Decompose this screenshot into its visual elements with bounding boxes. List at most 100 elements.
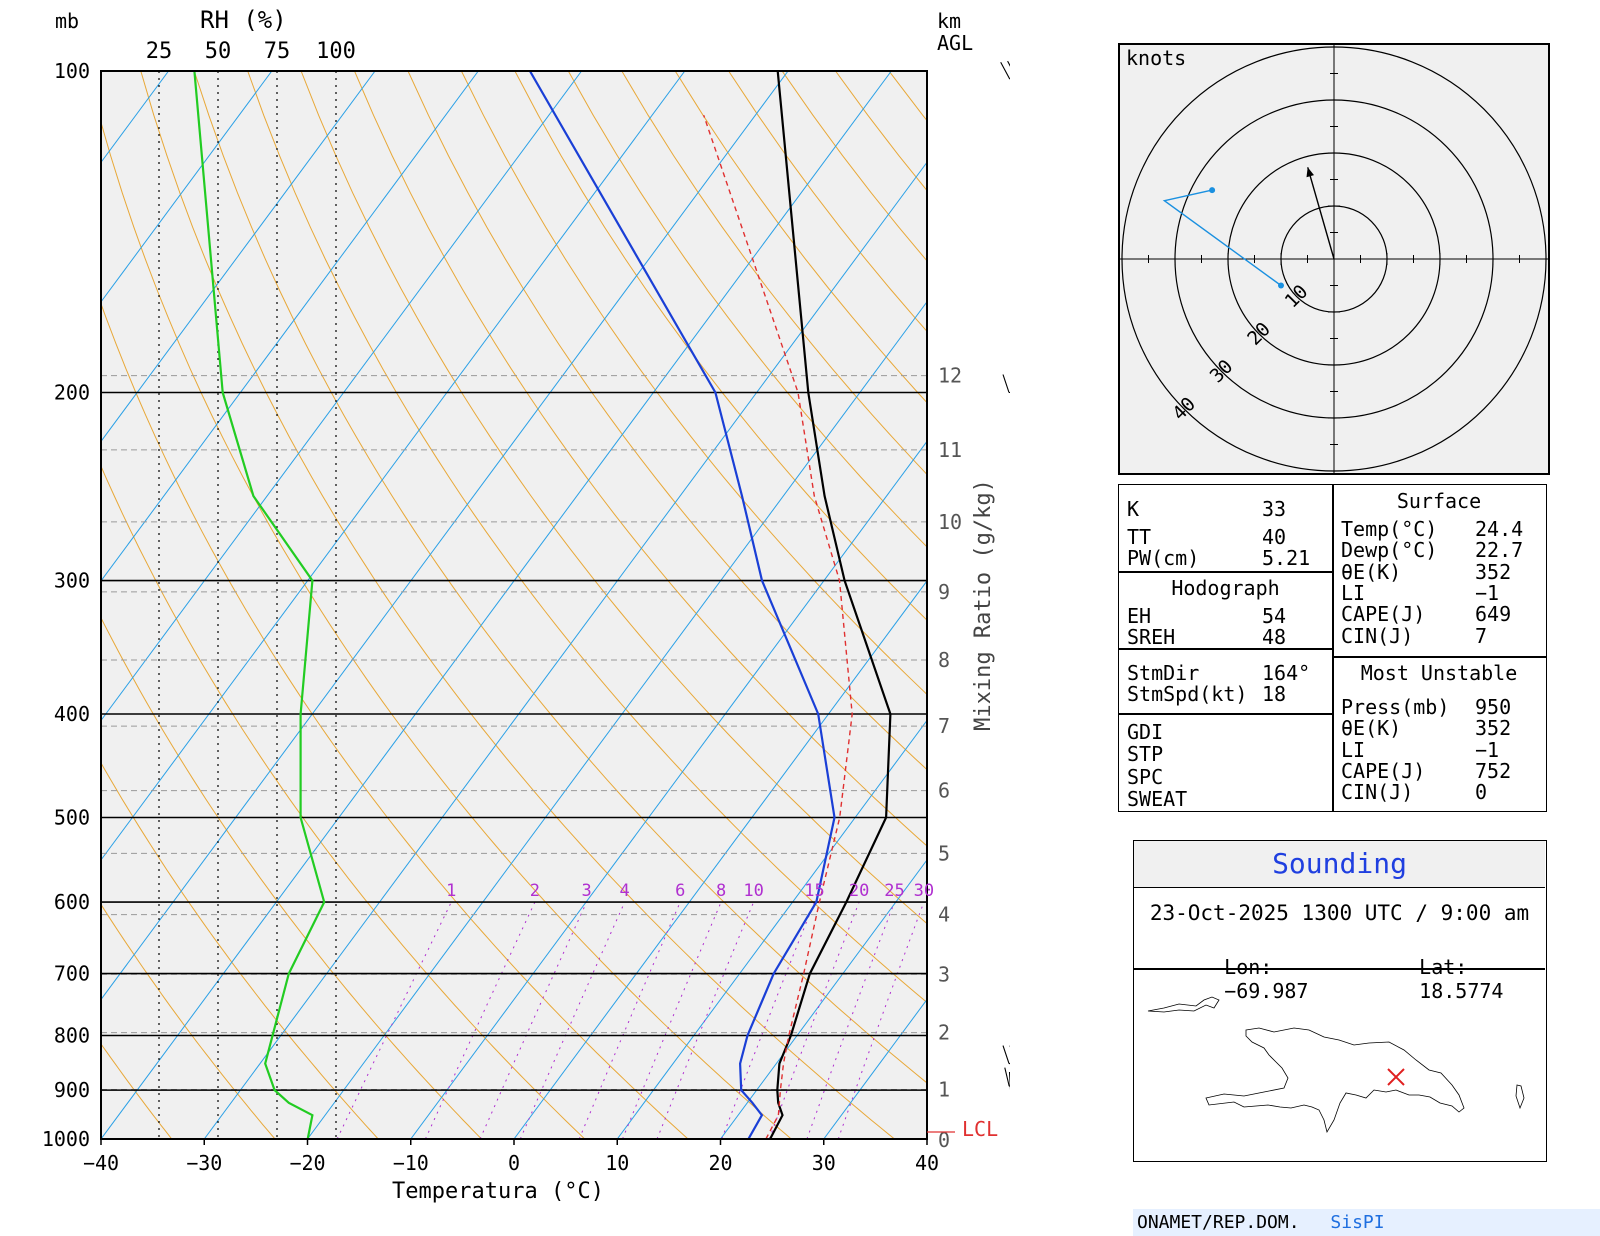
temperature-tick-label: 20 [708, 1151, 732, 1175]
index-gdi-label: GDI [1127, 720, 1164, 744]
footer: ONAMET/REP.DOM. SisPI [1133, 1209, 1600, 1236]
most-unstable-index-label: LI [1341, 737, 1366, 762]
surface-index-value: 22.7 [1475, 538, 1524, 563]
plot-background [101, 71, 927, 1139]
pressure-tick-label: 500 [54, 805, 90, 829]
index-stmdir-label: StmDir [1127, 661, 1200, 685]
dry-adiabat-line [193, 71, 927, 1084]
most-unstable-index-value: 352 [1475, 716, 1512, 741]
mixing-ratio-tick-label: 10 [743, 881, 763, 901]
height-tick-label: 1 [938, 1077, 950, 1101]
temperature-tick-label: 40 [915, 1151, 939, 1175]
coastline-hispaniola [1205, 1027, 1465, 1134]
rh-tick-label: 75 [264, 39, 291, 64]
most-unstable-index-label: CAPE(J) [1341, 758, 1426, 783]
surface-index-label: Dewp(°C) [1341, 538, 1438, 563]
surface-index-label: LI [1341, 580, 1366, 605]
pressure-unit-label: mb [55, 9, 79, 33]
dry-adiabat-line [460, 71, 927, 696]
storm-motion-arrowhead [1306, 167, 1314, 178]
wind-barb [1002, 374, 1010, 394]
pressure-tick-label: 300 [54, 569, 90, 593]
isotherm-line [101, 71, 479, 582]
index-k-label: K [1127, 497, 1140, 521]
mixing-ratio-tick-label: 15 [804, 881, 824, 901]
height-unit-label: km [937, 9, 961, 33]
height-tick-label: 9 [938, 580, 950, 604]
temperature-tick-label: −30 [186, 1151, 222, 1175]
isotherm-line [616, 719, 927, 1139]
mixing-ratio-tick-label: 20 [849, 881, 869, 901]
mixing-ratio-tick-label: 25 [884, 881, 904, 901]
height-tick-label: 0 [938, 1128, 950, 1152]
surface-index-value: −1 [1475, 580, 1500, 605]
lat-label: Lat: [1419, 955, 1468, 979]
wind-barb [1008, 1071, 1010, 1091]
series-temperature-line [769, 71, 892, 1139]
most-unstable-index-label: θE(K) [1341, 716, 1402, 741]
isotherm-line [720, 859, 927, 1139]
index-sreh-value: 48 [1262, 625, 1287, 649]
series-dewpoint-line [528, 71, 836, 1139]
height-tick-label: 5 [938, 841, 950, 865]
isotherm-line [307, 300, 927, 1139]
footer-org: ONAMET/REP.DOM. [1137, 1212, 1300, 1233]
coastline-cuba [1147, 996, 1220, 1013]
surface-index-label: CIN(J) [1341, 623, 1414, 648]
rh-label: RH (%) [200, 6, 287, 34]
mixing-ratio-line [622, 901, 722, 1139]
dry-adiabat-line [514, 71, 927, 621]
hodograph-ring [1280, 205, 1388, 313]
isotherm-line [513, 580, 927, 1139]
dry-adiabat-line [140, 71, 895, 1139]
pressure-tick-label: 100 [54, 59, 90, 83]
coastline-puerto-rico [1515, 1084, 1525, 1110]
height-tick-label: 11 [938, 438, 962, 462]
height-tick-label: 2 [938, 1021, 950, 1045]
height-tick-label: 10 [938, 510, 962, 534]
index-stmspd-label: StmSpd(kt) [1127, 682, 1248, 706]
index-eh-label: EH [1127, 604, 1152, 628]
surface-index-label: CAPE(J) [1341, 602, 1426, 627]
index-stmdir-value: 164° [1262, 661, 1311, 685]
pressure-tick-label: 400 [54, 702, 90, 726]
dry-adiabat-line [101, 465, 586, 1139]
surface-index-value: 24.4 [1475, 517, 1524, 541]
lcl-label: LCL [962, 1117, 998, 1141]
rh-tick-label: 25 [146, 39, 173, 64]
dry-adiabat-line [101, 616, 482, 1139]
hodograph-point [1278, 282, 1284, 289]
index-eh-value: 54 [1262, 604, 1287, 628]
sounding-info-panel: Sounding 23-Oct-2025 1300 UTC / 9:00 am … [1133, 840, 1547, 1162]
temperature-tick-label: −20 [289, 1151, 325, 1175]
index-sreh-label: SREH [1127, 625, 1176, 649]
isotherm-line [101, 71, 789, 1001]
index-tt-label: TT [1127, 525, 1152, 549]
most-unstable-index-value: 752 [1475, 758, 1512, 783]
dry-adiabat-line [996, 71, 1010, 1139]
hodograph-ring [1174, 99, 1494, 419]
sounding-title: Sounding [1272, 847, 1407, 880]
pressure-tick-label: 600 [54, 890, 90, 914]
location-marker [1387, 1068, 1405, 1086]
mixing-ratio-tick-label: 30 [914, 881, 934, 901]
sounding-datetime: 23-Oct-2025 1300 UTC / 9:00 am [1149, 901, 1530, 925]
dry-adiabat-line [567, 71, 927, 548]
temperature-tick-label: −10 [393, 1151, 429, 1175]
dry-adiabat-line [354, 71, 927, 847]
pressure-tick-label: 1000 [42, 1127, 90, 1151]
most-unstable-index-value: 950 [1475, 695, 1512, 719]
dry-adiabat-line [101, 302, 689, 1139]
x-axis-label: Temperatura (°C) [392, 1179, 604, 1204]
hodograph-units-label: knots [1126, 46, 1186, 70]
index-tt-value: 40 [1262, 525, 1287, 549]
height-tick-label: 3 [938, 962, 950, 986]
surface-index-value: 7 [1475, 623, 1488, 648]
surface-header: Surface [1396, 489, 1482, 513]
isotherm-line [101, 71, 376, 443]
hodograph-point [1209, 187, 1216, 194]
index-k-value: 33 [1262, 497, 1287, 521]
hodograph-ring [1227, 152, 1441, 366]
footer-brand: SisPI [1330, 1212, 1385, 1233]
